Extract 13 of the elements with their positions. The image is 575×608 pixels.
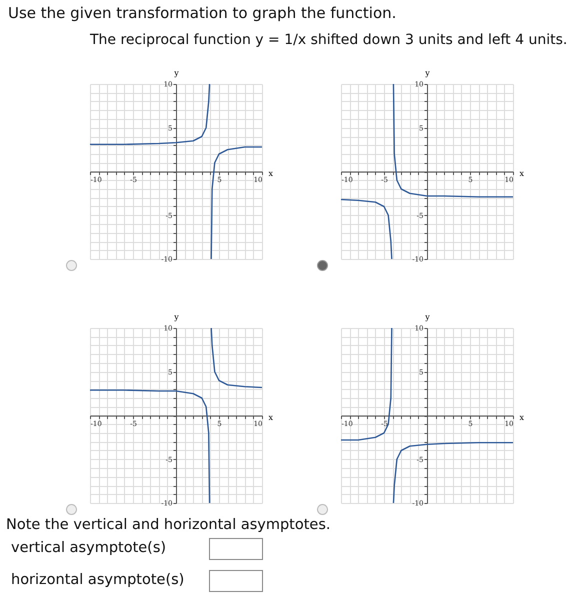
text: Note the vertical and horizontal asymptotes. [6,517,331,533]
text: The reciprocal function y = 1/x shifted down 3 units and left 4 units. [90,32,568,48]
y-axis-title: y [173,312,180,322]
chart-title: Use the given transformation to graph the function. [8,4,396,22]
text: horizontal asymptote(s) [11,572,184,588]
text: vertical asymptote(s) [11,540,166,556]
y-axis-title: y [424,68,430,78]
x-axis-title: x [520,169,524,178]
x-axis-title: x [520,413,524,422]
x-axis-title: x [268,169,274,178]
y-axis-title: y [424,312,430,322]
x-axis-title: x [268,413,274,422]
y-axis-title: y [173,68,180,78]
